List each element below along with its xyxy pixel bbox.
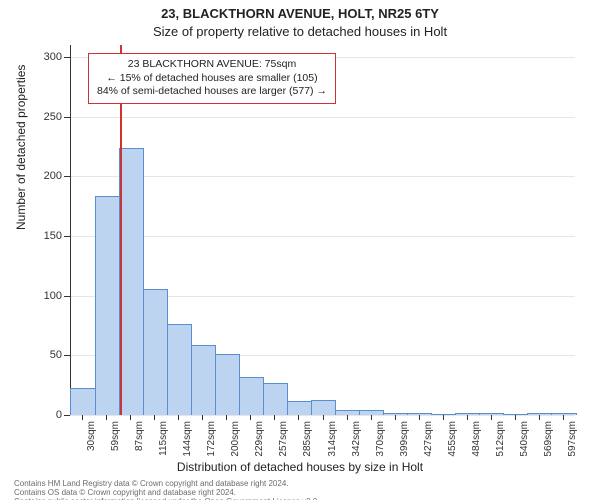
bar bbox=[287, 401, 312, 415]
x-tick-label: 30sqm bbox=[86, 421, 97, 451]
x-tick-label: 399sqm bbox=[399, 421, 410, 457]
x-tick-mark bbox=[563, 415, 564, 420]
x-tick-label: 115sqm bbox=[158, 421, 169, 456]
annotation-box: 23 BLACKTHORN AVENUE: 75sqm ← 15% of det… bbox=[88, 53, 336, 104]
x-tick-label: 569sqm bbox=[543, 421, 554, 457]
x-tick-label: 144sqm bbox=[182, 421, 193, 457]
x-axis-label: Distribution of detached houses by size … bbox=[0, 460, 600, 474]
bar bbox=[311, 400, 336, 415]
y-tick-label: 150 bbox=[44, 230, 70, 242]
annotation-line2: ← 15% of detached houses are smaller (10… bbox=[97, 72, 327, 86]
bar bbox=[95, 196, 120, 415]
x-tick-mark bbox=[178, 415, 179, 420]
x-tick-mark bbox=[467, 415, 468, 420]
x-tick-label: 229sqm bbox=[254, 421, 265, 457]
x-tick-label: 285sqm bbox=[302, 421, 313, 457]
x-tick-mark bbox=[154, 415, 155, 420]
x-tick-mark bbox=[371, 415, 372, 420]
x-tick-label: 512sqm bbox=[495, 421, 506, 457]
x-tick-label: 597sqm bbox=[567, 421, 578, 457]
bar bbox=[143, 289, 168, 415]
x-tick-label: 314sqm bbox=[327, 421, 338, 457]
x-tick-mark bbox=[539, 415, 540, 420]
bar bbox=[167, 324, 192, 415]
x-tick-label: 540sqm bbox=[519, 421, 530, 457]
bar bbox=[215, 354, 240, 415]
chart-title-line1: 23, BLACKTHORN AVENUE, HOLT, NR25 6TY bbox=[0, 6, 600, 21]
y-tick-label: 100 bbox=[44, 290, 70, 302]
bar bbox=[70, 388, 95, 415]
bar bbox=[191, 345, 216, 415]
x-tick-mark bbox=[515, 415, 516, 420]
x-tick-mark bbox=[82, 415, 83, 420]
y-tick-label: 50 bbox=[50, 349, 70, 361]
x-tick-mark bbox=[443, 415, 444, 420]
x-tick-label: 370sqm bbox=[375, 421, 386, 457]
chart-title-line2: Size of property relative to detached ho… bbox=[0, 24, 600, 39]
bar bbox=[239, 377, 264, 415]
x-tick-mark bbox=[250, 415, 251, 420]
x-tick-label: 59sqm bbox=[110, 421, 121, 451]
x-tick-mark bbox=[106, 415, 107, 420]
y-tick-label: 300 bbox=[44, 51, 70, 63]
x-tick-label: 342sqm bbox=[351, 421, 362, 457]
bar bbox=[119, 148, 144, 415]
y-tick-label: 200 bbox=[44, 170, 70, 182]
x-tick-mark bbox=[347, 415, 348, 420]
y-tick-label: 250 bbox=[44, 111, 70, 123]
x-tick-mark bbox=[130, 415, 131, 420]
plot-area: 23 BLACKTHORN AVENUE: 75sqm ← 15% of det… bbox=[70, 45, 575, 415]
x-tick-label: 455sqm bbox=[447, 421, 458, 457]
y-tick-label: 0 bbox=[56, 409, 70, 421]
x-tick-mark bbox=[323, 415, 324, 420]
x-tick-mark bbox=[274, 415, 275, 420]
x-tick-mark bbox=[491, 415, 492, 420]
x-tick-label: 257sqm bbox=[278, 421, 289, 457]
x-tick-mark bbox=[298, 415, 299, 420]
x-tick-label: 172sqm bbox=[206, 421, 217, 457]
x-tick-mark bbox=[395, 415, 396, 420]
y-axis-label: Number of detached properties bbox=[14, 65, 28, 230]
x-tick-mark bbox=[419, 415, 420, 420]
x-tick-label: 484sqm bbox=[471, 421, 482, 457]
bar bbox=[263, 383, 288, 415]
x-tick-mark bbox=[226, 415, 227, 420]
annotation-line1: 23 BLACKTHORN AVENUE: 75sqm bbox=[97, 58, 327, 72]
x-tick-label: 87sqm bbox=[134, 421, 145, 451]
x-tick-mark bbox=[202, 415, 203, 420]
x-tick-label: 427sqm bbox=[423, 421, 434, 457]
x-tick-label: 200sqm bbox=[230, 421, 241, 457]
caption: Contains HM Land Registry data © Crown c… bbox=[14, 480, 320, 500]
annotation-line3: 84% of semi-detached houses are larger (… bbox=[97, 85, 327, 99]
